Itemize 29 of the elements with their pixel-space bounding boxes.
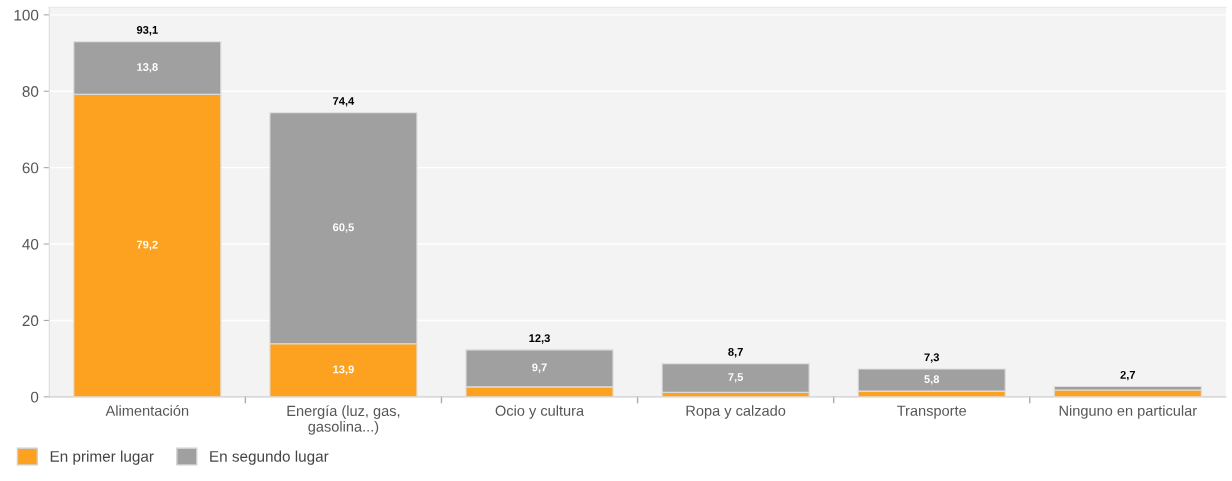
bar bbox=[661, 363, 810, 393]
data-label: 13,8 bbox=[137, 63, 158, 73]
legend-label: En segundo lugar bbox=[210, 450, 329, 465]
y-tick-label: 80 bbox=[22, 86, 39, 97]
legend-label: En primer lugar bbox=[50, 450, 154, 465]
data-label: 9,7 bbox=[532, 363, 547, 373]
x-tick-label: Ocio y cultura bbox=[495, 405, 585, 419]
y-tick-label: 40 bbox=[22, 238, 39, 250]
y-tick-label: 20 bbox=[22, 315, 39, 327]
x-tick-label: Ropa y calzado bbox=[686, 405, 786, 419]
total-label: 12,3 bbox=[529, 334, 550, 344]
data-label: 13,9 bbox=[333, 365, 354, 375]
data-label: 7,5 bbox=[728, 373, 744, 383]
x-tick-label: Ninguno en particular bbox=[1059, 405, 1197, 419]
data-label: 5,8 bbox=[924, 375, 940, 385]
total-label: 7,3 bbox=[924, 353, 940, 363]
bar bbox=[857, 368, 1006, 392]
data-label: 79,2 bbox=[136, 240, 158, 251]
y-tick-label: 60 bbox=[22, 162, 39, 174]
y-tick-label: 0 bbox=[30, 391, 39, 403]
total-label: 74,4 bbox=[333, 97, 355, 107]
x-tick-label: Alimentación bbox=[105, 404, 189, 416]
data-label: 60,5 bbox=[333, 223, 354, 233]
total-label: 2,7 bbox=[1120, 370, 1136, 381]
total-label: 8,7 bbox=[728, 347, 743, 358]
x-tick-label: Transporte bbox=[897, 405, 967, 419]
x-tick-label: Energía (luz, gas, gasolina...) bbox=[287, 405, 400, 435]
y-tick-label: 100 bbox=[14, 9, 39, 21]
total-label: 93,1 bbox=[136, 25, 158, 36]
